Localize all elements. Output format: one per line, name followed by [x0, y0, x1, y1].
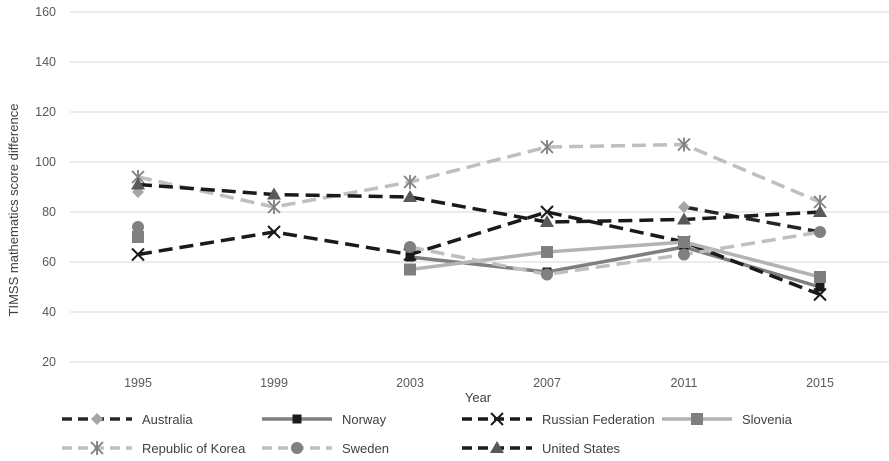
series-norway: [405, 242, 825, 292]
y-axis-ticks: 20 40 60 80 100 120 140 160: [35, 5, 56, 369]
data-point: [678, 236, 690, 248]
legend-item: Norway: [262, 412, 387, 427]
data-point: [678, 201, 690, 213]
y-tick-label: 60: [42, 255, 56, 269]
data-point: [540, 215, 554, 227]
data-point: [815, 282, 825, 292]
data-point: [267, 187, 281, 200]
series-group: [131, 137, 827, 302]
data-point: [90, 441, 104, 455]
legend-label: Norway: [342, 412, 387, 427]
x-tick-label: 2015: [806, 376, 834, 390]
y-tick-label: 40: [42, 305, 56, 319]
data-point: [678, 248, 690, 261]
data-point: [132, 231, 144, 243]
x-tick-label: 1995: [124, 376, 152, 390]
data-point: [677, 212, 691, 225]
x-axis-title: Year: [465, 390, 492, 405]
series-line: [409, 245, 821, 289]
series-line: [683, 205, 821, 234]
data-point: [541, 246, 553, 258]
x-axis-ticks: 1995 1999 2003 2007 2011 2015: [124, 376, 834, 390]
legend-item: Russian Federation: [462, 412, 655, 427]
data-point: [404, 241, 416, 253]
y-tick-label: 100: [35, 155, 56, 169]
data-point: [132, 221, 144, 233]
data-point: [814, 271, 826, 283]
series-line: [137, 210, 821, 297]
legend-label: Slovenia: [742, 412, 793, 427]
series-line: [409, 230, 821, 277]
legend-item: Slovenia: [662, 412, 793, 427]
data-point: [403, 190, 417, 202]
legend-item: Sweden: [262, 441, 389, 456]
x-tick-label: 2011: [671, 376, 698, 390]
series-sweden: [132, 221, 826, 281]
y-tick-label: 20: [42, 355, 56, 369]
data-point: [691, 413, 703, 425]
data-point: [91, 413, 103, 425]
data-point: [403, 175, 417, 189]
data-point: [267, 225, 281, 239]
series-line: [137, 182, 821, 224]
legend-label: United States: [542, 441, 621, 456]
x-tick-label: 1999: [260, 376, 288, 390]
data-point: [267, 200, 281, 214]
legend-label: Russian Federation: [542, 412, 655, 427]
y-tick-label: 140: [35, 55, 56, 69]
series-republic-of-korea: [131, 137, 827, 214]
data-point: [404, 263, 416, 276]
data-point: [292, 414, 302, 424]
x-tick-label: 2007: [533, 376, 561, 390]
legend-item: United States: [462, 441, 621, 456]
x-tick-label: 2003: [396, 376, 424, 390]
legend: Australia Norway Russian Federation Sloveni…: [62, 412, 793, 456]
data-point: [540, 205, 554, 219]
data-point: [813, 205, 827, 217]
y-tick-label: 120: [35, 105, 56, 119]
data-point: [814, 226, 826, 238]
series-united-states: [131, 177, 827, 227]
data-point: [677, 137, 691, 152]
data-point: [540, 140, 554, 154]
data-point: [813, 287, 827, 302]
data-point: [490, 412, 504, 426]
data-point: [291, 442, 303, 454]
series-line: [137, 142, 821, 209]
legend-label: Sweden: [342, 441, 389, 456]
legend-label: Australia: [142, 412, 193, 427]
legend-item: Republic of Korea: [62, 441, 246, 456]
data-point: [490, 441, 504, 453]
legend-item: Australia: [62, 412, 193, 427]
y-tick-label: 80: [42, 205, 56, 219]
data-point: [131, 177, 145, 190]
y-tick-label: 160: [35, 5, 56, 19]
data-point: [405, 252, 415, 262]
data-point: [541, 268, 553, 281]
y-axis-title: TIMSS mathematics score difference: [6, 104, 21, 317]
legend-label: Republic of Korea: [142, 441, 246, 456]
data-point: [131, 247, 145, 262]
